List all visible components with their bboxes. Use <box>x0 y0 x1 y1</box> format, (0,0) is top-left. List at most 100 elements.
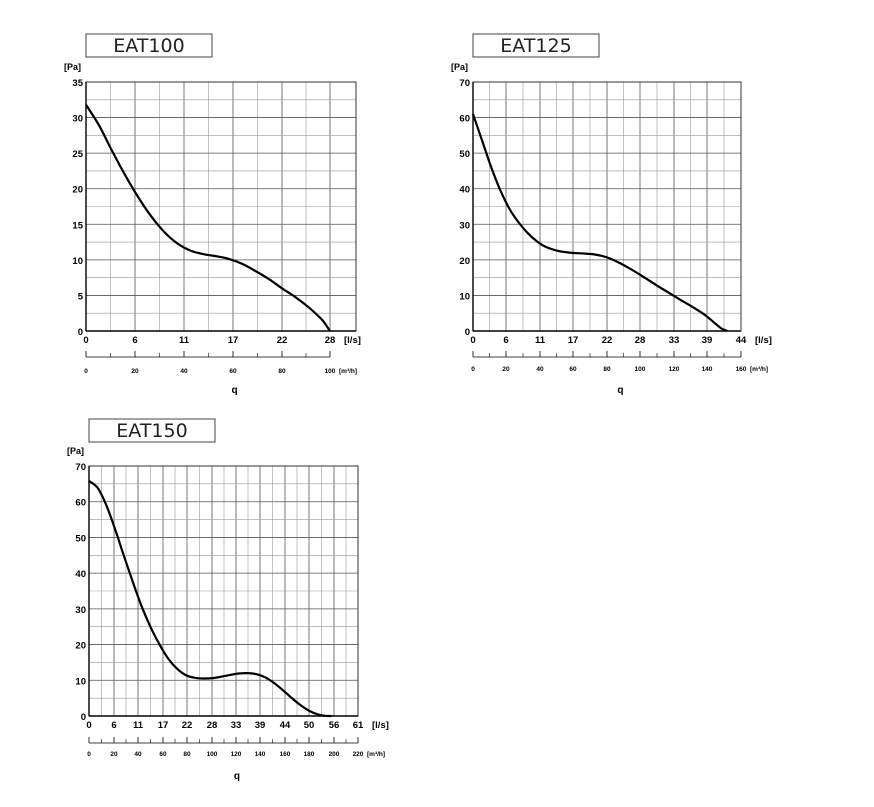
chart-eat125: EAT125 0 10 20 30 40 50 60 70 [Pa] 0 6 11 17 22 28 33 39 4… <box>451 33 772 396</box>
y-tick-label: 10 <box>72 256 83 267</box>
secondary-tick-label: 140 <box>255 751 266 758</box>
y-tick-label: 50 <box>75 533 86 544</box>
pressure-curve <box>471 113 729 333</box>
secondary-tick-label: 120 <box>669 366 680 373</box>
secondary-tick-label: 160 <box>280 751 291 758</box>
y-tick-label: 0 <box>465 327 470 338</box>
secondary-tick-label: 200 <box>329 751 340 758</box>
secondary-axis-unit: [m³/h] <box>750 366 768 373</box>
x-tick-label: 6 <box>111 720 116 731</box>
x-axis-unit: [l/s] <box>755 335 772 346</box>
y-tick-label: 60 <box>75 498 86 509</box>
secondary-tick-label: 180 <box>304 751 315 758</box>
x-tick-label: 33 <box>669 335 680 346</box>
y-tick-label: 20 <box>72 185 83 196</box>
x-tick-label: 22 <box>277 335 288 346</box>
y-axis-unit: [Pa] <box>64 62 81 72</box>
secondary-tick-label: 20 <box>131 368 139 375</box>
pressure-curve <box>85 104 331 332</box>
secondary-tick-label: 220 <box>353 751 364 758</box>
x-tick-label: 44 <box>280 720 291 731</box>
secondary-tick-label: 20 <box>110 751 118 758</box>
x-tick-label: 11 <box>535 335 546 346</box>
secondary-tick-label: 120 <box>231 751 242 758</box>
chart-title: EAT125 <box>500 35 571 57</box>
y-tick-label: 60 <box>459 114 470 125</box>
pressure-curve <box>88 480 332 718</box>
y-tick-label: 20 <box>75 641 86 652</box>
secondary-tick-label: 0 <box>84 368 88 375</box>
secondary-tick-label: 60 <box>159 751 167 758</box>
secondary-tick-label: 80 <box>183 751 191 758</box>
y-tick-label: 35 <box>72 78 83 89</box>
secondary-tick-label: 80 <box>278 368 286 375</box>
chart-title-box <box>88 418 216 443</box>
x-tick-label: 61 <box>353 720 364 731</box>
secondary-tick-label: 160 <box>736 366 747 373</box>
secondary-tick-label: 0 <box>87 751 91 758</box>
secondary-tick-label: 20 <box>502 366 510 373</box>
y-tick-label: 50 <box>459 149 470 160</box>
y-tick-label: 5 <box>78 291 84 302</box>
chart-title-box <box>85 33 213 58</box>
x-tick-label: 11 <box>133 720 144 731</box>
y-tick-label: 0 <box>78 327 83 338</box>
x-tick-label: 0 <box>83 335 88 346</box>
x-tick-label: 6 <box>132 335 137 346</box>
y-tick-label: 40 <box>459 185 470 196</box>
secondary-tick-label: 40 <box>536 366 544 373</box>
x-tick-label: 50 <box>304 720 315 731</box>
x-axis-label: q <box>617 385 623 396</box>
secondary-axis-unit: [m³/h] <box>339 368 357 375</box>
secondary-tick-label: 60 <box>569 366 577 373</box>
chart-grid <box>88 465 359 717</box>
secondary-tick-label: 100 <box>325 368 336 375</box>
x-tick-label: 17 <box>158 720 169 731</box>
x-tick-label: 56 <box>329 720 340 731</box>
y-tick-label: 10 <box>75 676 86 687</box>
y-tick-label: 30 <box>459 220 470 231</box>
x-tick-label: 33 <box>231 720 242 731</box>
x-axis-label: q <box>231 385 237 396</box>
x-axis-unit: [l/s] <box>344 335 361 346</box>
x-tick-label: 17 <box>228 335 239 346</box>
y-axis-unit: [Pa] <box>67 446 84 456</box>
x-tick-label: 39 <box>702 335 713 346</box>
chart-eat150: EAT150 0 10 20 30 40 50 60 70 [Pa] 0 6 11 17 22 28 33 39 4… <box>67 418 389 782</box>
x-axis-label: q <box>234 771 240 782</box>
secondary-tick-label: 0 <box>471 366 475 373</box>
y-tick-label: 30 <box>75 605 86 616</box>
chart-title: EAT100 <box>113 35 184 57</box>
y-tick-label: 30 <box>72 114 83 125</box>
x-tick-label: 0 <box>86 720 91 731</box>
y-tick-label: 70 <box>459 78 470 89</box>
secondary-tick-label: 60 <box>229 368 237 375</box>
secondary-tick-label: 40 <box>134 751 142 758</box>
y-tick-label: 15 <box>72 220 83 231</box>
x-tick-label: 28 <box>325 335 336 346</box>
chart-eat100: EAT100 0 5 10 15 20 25 30 35 [Pa] 0 6 11 17 22 28 [l/s] 0… <box>64 33 361 396</box>
secondary-tick-label: 100 <box>207 751 218 758</box>
secondary-tick-label: 40 <box>180 368 188 375</box>
x-axis-unit: [l/s] <box>372 720 389 731</box>
chart-title-box <box>472 33 600 58</box>
y-tick-label: 20 <box>459 256 470 267</box>
secondary-tick-label: 80 <box>603 366 611 373</box>
y-tick-label: 25 <box>72 149 83 160</box>
x-tick-label: 11 <box>179 335 190 346</box>
y-axis-unit: [Pa] <box>451 62 468 72</box>
y-tick-label: 70 <box>75 462 86 473</box>
x-tick-label: 44 <box>736 335 747 346</box>
x-tick-label: 39 <box>255 720 266 731</box>
chart-grid <box>472 81 742 332</box>
y-tick-label: 10 <box>459 291 470 302</box>
x-tick-label: 17 <box>568 335 579 346</box>
secondary-tick-label: 100 <box>635 366 646 373</box>
x-tick-label: 28 <box>207 720 218 731</box>
x-tick-label: 0 <box>470 335 475 346</box>
chart-grid <box>85 81 356 332</box>
secondary-axis-unit: [m³/h] <box>367 751 385 758</box>
chart-title: EAT150 <box>116 420 187 442</box>
x-tick-label: 6 <box>503 335 508 346</box>
